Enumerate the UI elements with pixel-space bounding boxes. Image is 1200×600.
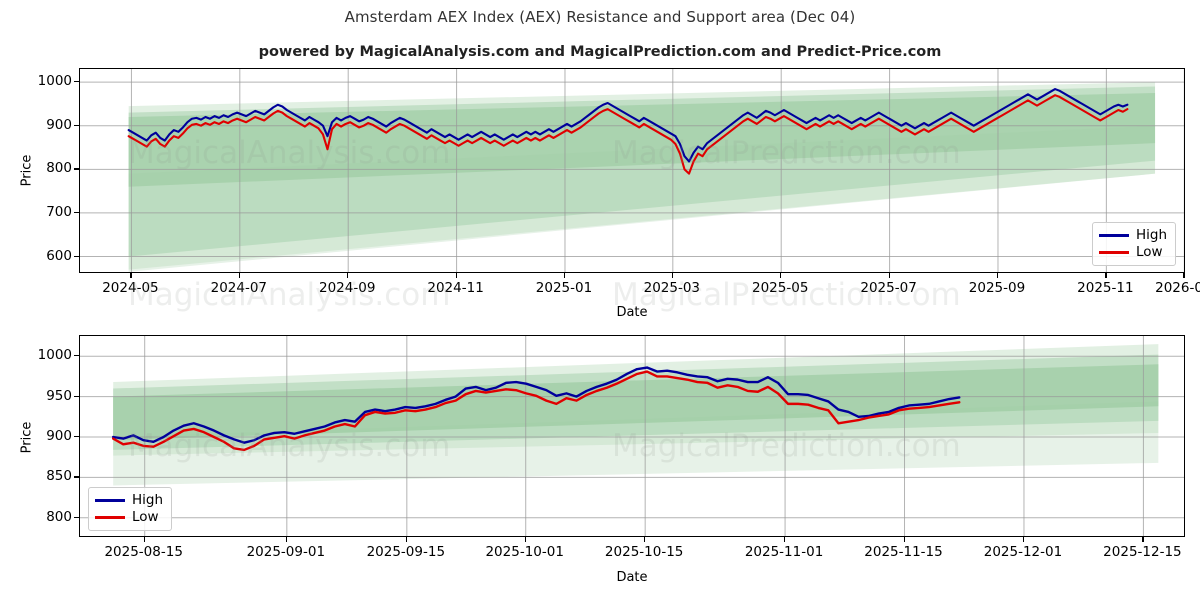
x-tick-label: 2024-09: [319, 280, 376, 296]
x-tick-mark: [644, 537, 646, 542]
legend-entry-high-bottom: High: [95, 492, 163, 509]
x-tick-label: 2025-11: [1077, 280, 1134, 296]
legend-label-high: High: [132, 491, 164, 508]
x-tick-mark: [238, 273, 240, 278]
y-tick-mark: [74, 211, 79, 214]
bottom-plot-area: [79, 335, 1185, 537]
legend-entry-high: High: [1099, 227, 1167, 244]
top-x-axis-label: Date: [616, 305, 648, 320]
x-tick-mark: [784, 537, 786, 542]
legend-label-low: Low: [1136, 243, 1163, 260]
bottom-x-axis-label: Date: [616, 570, 648, 585]
top-chart-panel: [79, 68, 1185, 273]
y-tick-label: 1000: [37, 347, 72, 364]
x-tick-label: 2025-11-15: [864, 544, 943, 560]
x-tick-label: 2025-03: [643, 280, 701, 296]
x-tick-mark: [455, 273, 457, 278]
x-tick-mark: [903, 537, 905, 542]
x-tick-mark: [888, 273, 890, 278]
x-tick-label: 2025-12-01: [983, 544, 1063, 560]
page-title: Amsterdam AEX Index (AEX) Resistance and…: [344, 8, 856, 26]
x-tick-label: 2025-10-01: [485, 544, 564, 560]
top-plot-area: [79, 68, 1185, 273]
y-tick-mark: [74, 436, 79, 438]
y-tick-mark: [74, 255, 79, 257]
x-tick-label: 2025-09: [968, 280, 1026, 296]
y-tick-label: 900: [46, 428, 72, 444]
top-plot-canvas: [80, 69, 1184, 272]
y-tick-mark: [74, 81, 79, 83]
legend-label-low: Low: [132, 508, 159, 525]
x-tick-mark: [780, 273, 782, 278]
top-y-axis-label: Price: [19, 154, 35, 187]
legend-swatch-high: [95, 499, 125, 502]
y-tick-label: 700: [46, 203, 72, 220]
top-legend: High Low: [1092, 222, 1177, 266]
x-tick-label: 2026-01: [1155, 280, 1200, 296]
y-tick-label: 600: [46, 247, 72, 264]
x-tick-mark: [130, 273, 132, 278]
y-tick-mark: [74, 355, 79, 357]
y-tick-mark: [74, 516, 79, 518]
y-tick-mark: [74, 395, 79, 397]
bottom-plot-canvas: [80, 336, 1184, 536]
x-tick-label: 2025-09-01: [246, 544, 326, 560]
y-tick-label: 1000: [37, 73, 72, 90]
legend-swatch-low: [95, 516, 125, 519]
y-tick-label: 800: [46, 508, 72, 525]
y-tick-label: 800: [46, 160, 72, 177]
x-tick-label: 2025-09-15: [366, 544, 446, 560]
x-tick-mark: [1183, 273, 1185, 278]
x-tick-label: 2025-11-01: [744, 544, 824, 560]
y-tick-mark: [74, 168, 79, 170]
x-tick-label: 2025-07: [860, 280, 917, 296]
y-tick-mark: [74, 124, 79, 126]
y-tick-label: 950: [46, 387, 72, 404]
x-tick-mark: [1105, 273, 1107, 278]
x-tick-mark: [405, 537, 407, 542]
legend-swatch-high: [1099, 234, 1129, 237]
x-tick-label: 2025-08-15: [104, 544, 183, 560]
x-tick-mark: [143, 537, 145, 542]
bottom-legend: High Low: [88, 487, 173, 531]
x-tick-mark: [524, 537, 526, 542]
x-tick-label: 2024-11: [427, 280, 484, 296]
bottom-y-axis-label: Price: [19, 421, 35, 454]
x-tick-label: 2025-12-15: [1103, 544, 1182, 560]
legend-entry-low-bottom: Low: [95, 509, 163, 526]
y-tick-label: 900: [46, 116, 72, 133]
x-tick-mark: [1142, 537, 1144, 542]
x-tick-mark: [285, 537, 287, 542]
x-tick-mark: [563, 273, 566, 278]
bottom-chart-panel: [79, 335, 1185, 537]
x-tick-label: 2024-05: [102, 280, 159, 296]
x-tick-label: 2025-01: [535, 280, 593, 296]
x-tick-mark: [1022, 537, 1025, 542]
x-tick-mark: [347, 273, 349, 278]
y-tick-label: 850: [46, 468, 72, 485]
x-tick-mark: [996, 273, 999, 278]
legend-entry-low: Low: [1099, 244, 1167, 261]
legend-swatch-low: [1099, 251, 1129, 254]
legend-label-high: High: [1136, 226, 1168, 243]
y-tick-mark: [74, 476, 79, 478]
page-subtitle: powered by MagicalAnalysis.com and Magic…: [258, 44, 942, 60]
x-tick-label: 2024-07: [210, 280, 268, 296]
x-tick-label: 2025-05: [752, 280, 809, 296]
x-tick-mark: [671, 273, 673, 278]
x-tick-label: 2025-10-15: [604, 544, 684, 560]
